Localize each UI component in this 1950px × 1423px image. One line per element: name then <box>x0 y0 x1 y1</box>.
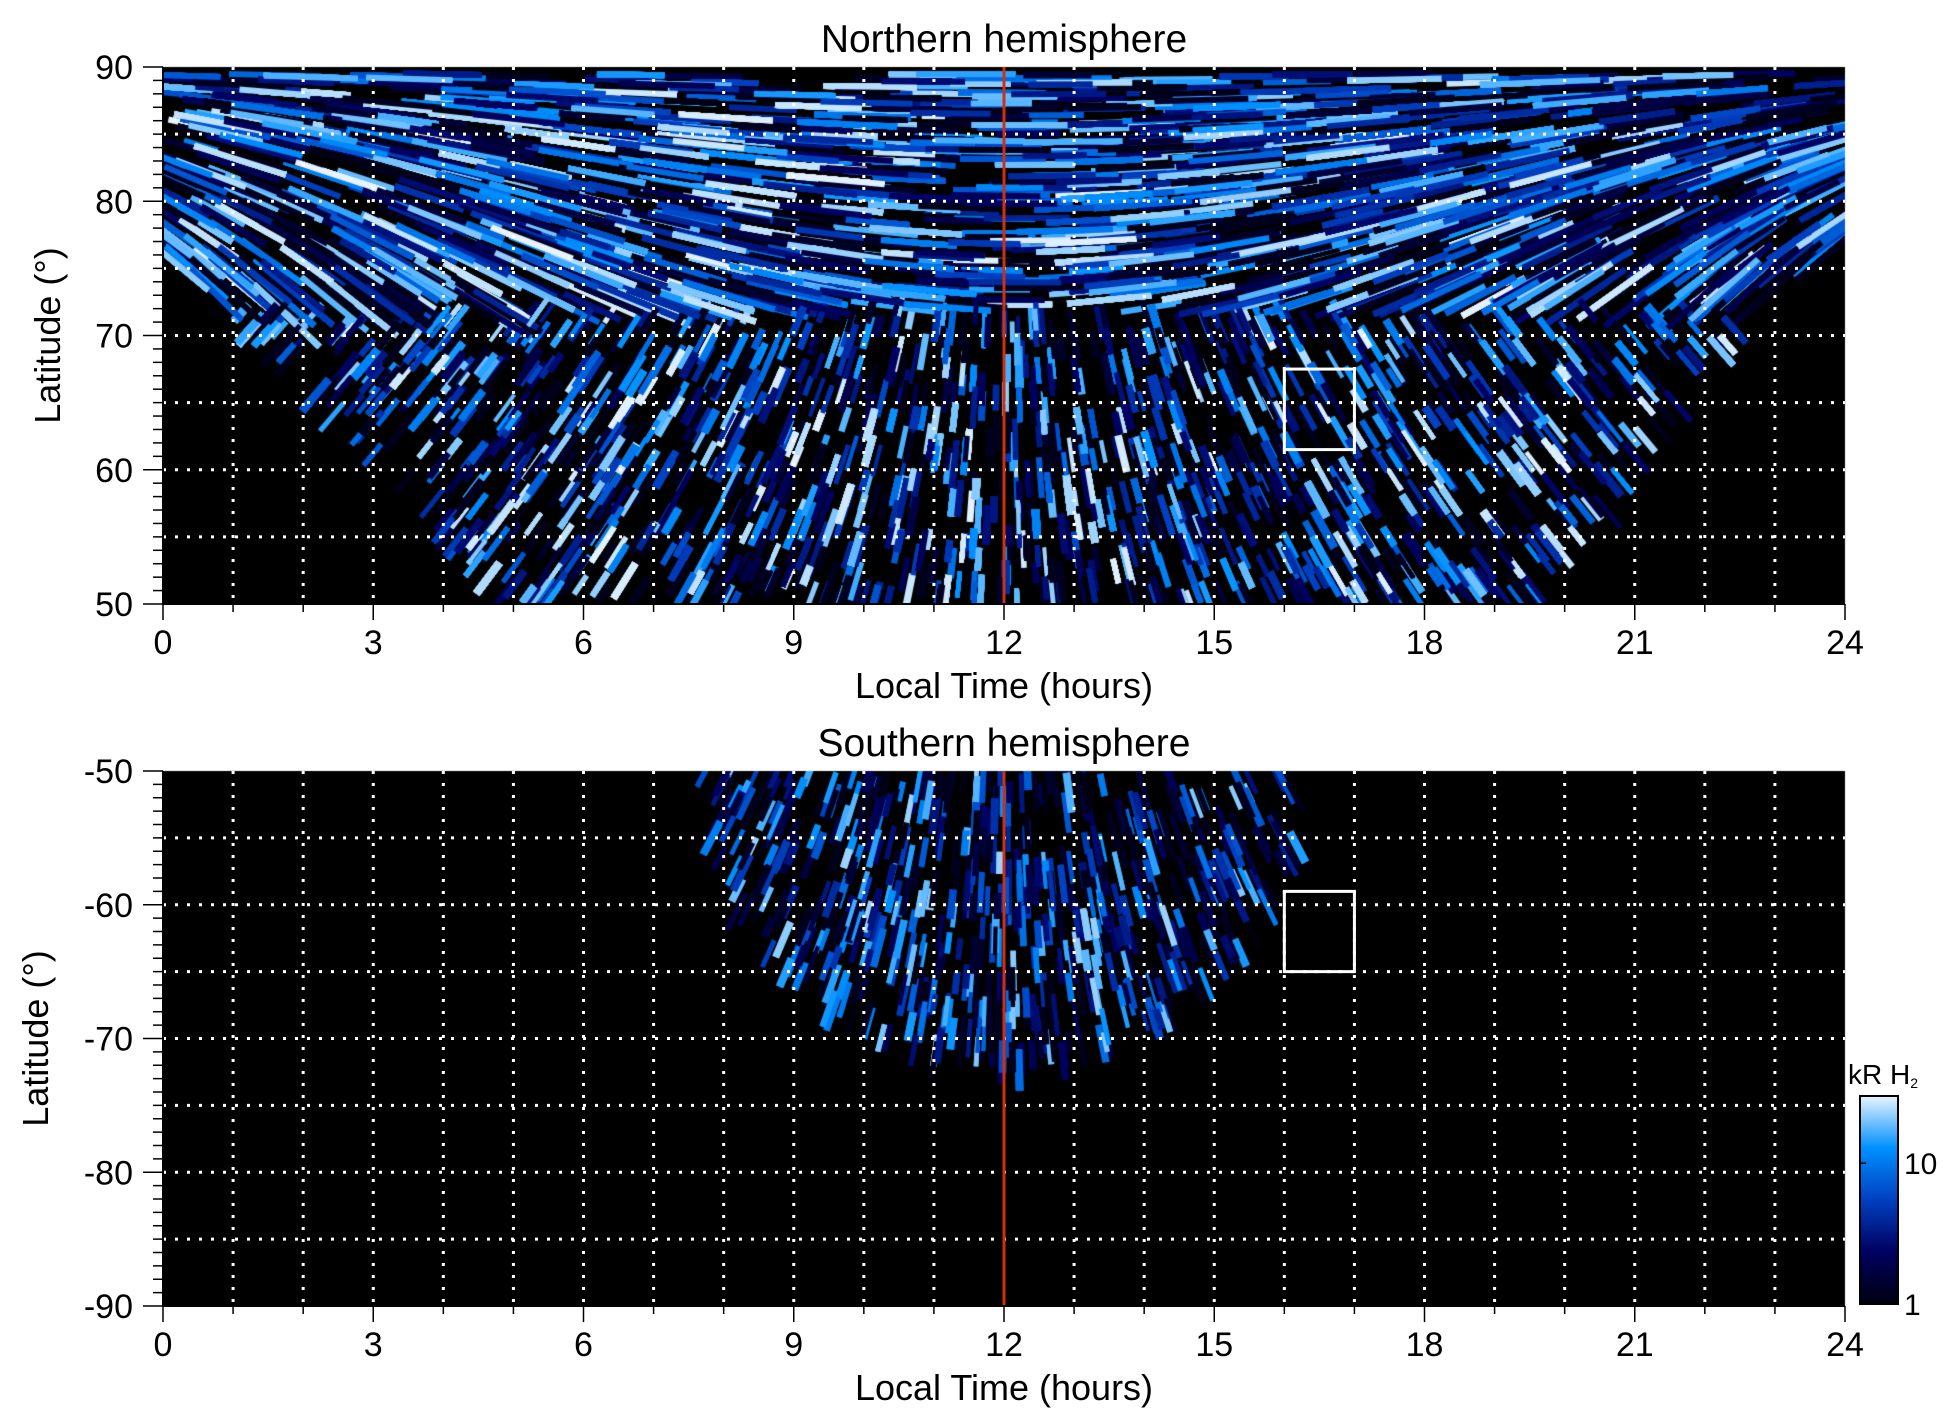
x-tick-label: 12 <box>985 624 1023 662</box>
region-box <box>1282 889 1356 974</box>
x-tick-label: 9 <box>784 1326 803 1364</box>
x-tick-label: 12 <box>985 1326 1023 1364</box>
x-tick-label: 0 <box>154 1326 173 1364</box>
x-tick-label: 21 <box>1616 624 1654 662</box>
colorbar-tick-label: 1 <box>1904 1289 1921 1322</box>
x-tick-label: 6 <box>574 624 593 662</box>
y-tick-label: 90 <box>95 49 133 87</box>
x-axis-label: Local Time (hours) <box>855 1367 1153 1408</box>
x-tick-label: 3 <box>364 624 383 662</box>
x-tick-label: 15 <box>1195 1326 1233 1364</box>
colorbar <box>1859 1095 1899 1305</box>
y-tick-label: 50 <box>95 586 133 624</box>
colorbar-label: kR H2 <box>1848 1059 1918 1091</box>
y-tick-label: -90 <box>84 1288 133 1326</box>
x-tick-label: 18 <box>1406 624 1444 662</box>
y-axis-label: Latitude (°) <box>27 247 68 423</box>
y-tick-label: -80 <box>84 1154 133 1192</box>
y-tick-label: -50 <box>84 753 133 791</box>
x-tick-label: 3 <box>364 1326 383 1364</box>
panel-title: Northern hemisphere <box>821 18 1187 61</box>
x-tick-label: 15 <box>1195 624 1233 662</box>
region-box <box>1282 367 1356 452</box>
x-tick-label: 24 <box>1826 624 1864 662</box>
y-tick-label: 60 <box>95 452 133 490</box>
x-tick-label: 24 <box>1826 1326 1864 1364</box>
panel-title: Southern hemisphere <box>818 722 1191 765</box>
y-tick-label: 80 <box>95 183 133 221</box>
y-tick-label: -70 <box>84 1021 133 1059</box>
y-axis-label: Latitude (°) <box>15 950 56 1126</box>
y-tick-label: -60 <box>84 887 133 925</box>
colorbar-tick-label: 10 <box>1904 1148 1937 1181</box>
y-tick-label: 70 <box>95 318 133 356</box>
x-tick-label: 0 <box>154 624 173 662</box>
x-axis-label: Local Time (hours) <box>855 665 1153 706</box>
x-tick-label: 21 <box>1616 1326 1654 1364</box>
x-tick-label: 9 <box>784 624 803 662</box>
x-tick-label: 6 <box>574 1326 593 1364</box>
x-tick-label: 18 <box>1406 1326 1444 1364</box>
